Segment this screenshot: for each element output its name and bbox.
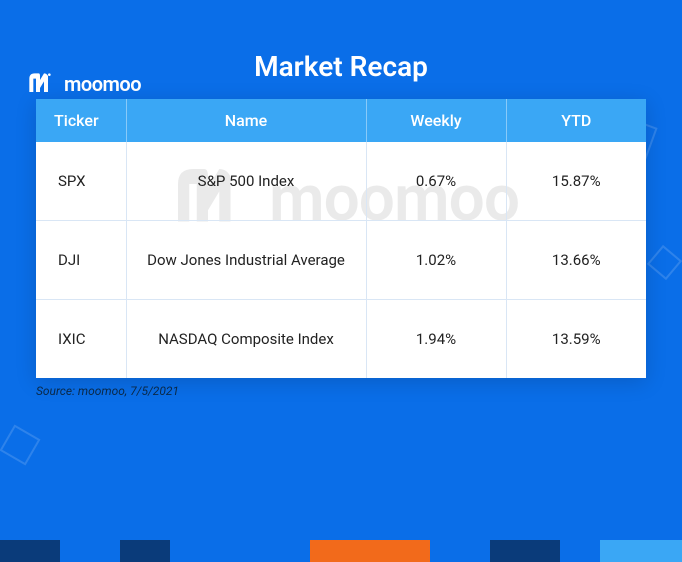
col-header-ytd: YTD — [506, 99, 646, 142]
brand-text: moomoo — [64, 72, 141, 96]
cell-weekly: 0.67% — [366, 142, 506, 221]
cell-weekly: 1.94% — [366, 300, 506, 379]
table-header-row: Ticker Name Weekly YTD — [36, 99, 646, 142]
cell-weekly: 1.02% — [366, 221, 506, 300]
table-row: DJI Dow Jones Industrial Average 1.02% 1… — [36, 221, 646, 300]
cell-ticker: SPX — [36, 142, 126, 221]
market-recap-card: moomoo Ticker Name Weekly YTD SPX S&P 50… — [36, 99, 646, 378]
col-header-name: Name — [126, 99, 366, 142]
source-citation: Source: moomoo, 7/5/2021 — [36, 384, 682, 398]
brand-logo: moomoo — [24, 68, 141, 100]
cell-ticker: DJI — [36, 221, 126, 300]
cell-name: Dow Jones Industrial Average — [126, 221, 366, 300]
cell-name: S&P 500 Index — [126, 142, 366, 221]
col-header-weekly: Weekly — [366, 99, 506, 142]
col-header-ticker: Ticker — [36, 99, 126, 142]
footer-decoration — [0, 540, 682, 562]
table-row: SPX S&P 500 Index 0.67% 15.87% — [36, 142, 646, 221]
cell-ytd: 13.59% — [506, 300, 646, 379]
cell-ytd: 13.66% — [506, 221, 646, 300]
market-recap-table: Ticker Name Weekly YTD SPX S&P 500 Index… — [36, 99, 646, 378]
cell-ticker: IXIC — [36, 300, 126, 379]
cell-ytd: 15.87% — [506, 142, 646, 221]
moomoo-icon — [24, 68, 56, 100]
table-row: IXIC NASDAQ Composite Index 1.94% 13.59% — [36, 300, 646, 379]
cell-name: NASDAQ Composite Index — [126, 300, 366, 379]
